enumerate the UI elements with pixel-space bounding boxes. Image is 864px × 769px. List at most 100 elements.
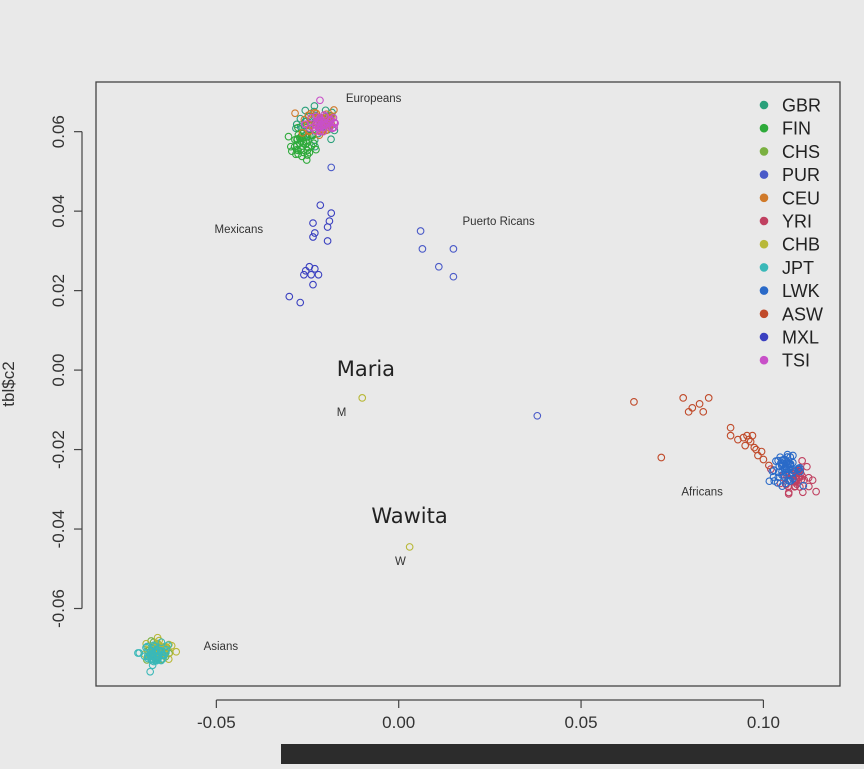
point-asw (657, 453, 666, 462)
point-fin (284, 132, 293, 141)
point-mxl (301, 266, 310, 275)
legend-label-fin: FIN (782, 119, 811, 139)
legend-label-tsi: TSI (782, 351, 810, 371)
y-tick-label: -0.04 (49, 510, 68, 549)
x-axis: -0.05 0.00 0.05 0.10 (197, 699, 780, 732)
legend-marker-jpt (759, 263, 769, 272)
annotation-mexicans: Mexicans (215, 224, 264, 236)
point-pur (434, 262, 443, 271)
annotation-maria: Maria (337, 357, 395, 381)
y-tick-label: -0.06 (49, 589, 68, 628)
point-lwk (785, 477, 794, 486)
legend-label-ceu: CEU (782, 188, 820, 208)
point-mxl (316, 201, 325, 210)
point-mxl (309, 233, 317, 241)
annotation-w: W (395, 556, 406, 568)
point-fin (303, 151, 312, 159)
point-lwk (765, 477, 774, 486)
legend-label-chs: CHS (782, 142, 820, 162)
point-asw (684, 407, 693, 416)
point-yri (808, 476, 817, 485)
point-yri (805, 482, 813, 491)
series-lwk (765, 450, 808, 491)
point-yri (790, 482, 799, 491)
legend-label-mxl: MXL (782, 328, 819, 348)
point-jpt (164, 641, 172, 650)
y-axis-label: tbl$c2 (0, 361, 18, 406)
annotation-m: M (337, 407, 347, 419)
legend-label-jpt: JPT (782, 258, 814, 278)
series-tsi (300, 96, 339, 136)
point-lwk (795, 464, 804, 472)
legend-label-gbr: GBR (782, 96, 821, 116)
point-mxl (310, 229, 319, 237)
legend-label-chb: CHB (782, 235, 820, 255)
point-chb (172, 647, 181, 656)
point-asw (726, 431, 735, 440)
point-tsi (312, 112, 320, 121)
point-gbr (327, 135, 335, 144)
point-gbr (292, 120, 301, 129)
point-yri (798, 488, 807, 497)
annotation-asians: Asians (204, 641, 239, 653)
point-tsi (307, 113, 316, 122)
point-lwk (770, 477, 779, 485)
point-asw (765, 461, 773, 470)
legend-marker-yri (759, 216, 769, 226)
point-jpt (142, 643, 150, 652)
point-jpt (147, 651, 156, 660)
y-tick-label: -0.02 (49, 430, 68, 469)
point-fin (286, 142, 295, 151)
point-mxl (309, 280, 317, 289)
point-chb (164, 655, 173, 664)
legend-marker-chs (759, 147, 769, 156)
point-asw (752, 445, 760, 454)
point-chb (358, 394, 367, 402)
point-gbr (296, 114, 305, 123)
point-tsi (328, 124, 337, 132)
point-pur (327, 163, 336, 172)
point-pur (449, 245, 458, 253)
point-lwk (768, 467, 777, 476)
point-asw (726, 423, 735, 432)
point-pur (449, 272, 458, 281)
y-tick-label: 0.02 (49, 274, 68, 307)
point-lwk (778, 456, 787, 465)
point-lwk (769, 473, 778, 481)
video-bottom-bar (281, 744, 864, 764)
point-lwk (790, 467, 798, 476)
legend-label-lwk: LWK (782, 281, 820, 301)
series-fin (284, 123, 320, 164)
legend-marker-lwk (759, 286, 769, 295)
point-mxl (285, 292, 294, 301)
series-chb (140, 394, 414, 664)
point-asw (743, 431, 751, 440)
point-pur (533, 411, 542, 420)
point-asw (688, 403, 697, 412)
point-asw (746, 437, 755, 446)
point-chb (405, 543, 414, 551)
point-mxl (309, 219, 317, 227)
point-tsi (330, 118, 339, 127)
point-fin (312, 145, 320, 154)
point-tsi (316, 123, 325, 132)
point-lwk (788, 458, 797, 467)
x-tick-label: 0.00 (382, 713, 415, 732)
series-jpt (134, 638, 172, 676)
point-lwk (778, 471, 786, 479)
point-fin (290, 142, 299, 151)
point-tsi (316, 114, 324, 122)
point-asw (750, 443, 759, 452)
point-asw (741, 441, 750, 450)
point-yri (784, 490, 793, 498)
annotation-puerto-ricans: Puerto Ricans (463, 216, 535, 228)
point-mxl (323, 237, 332, 245)
x-tick-label: 0.05 (565, 713, 598, 732)
point-asw (695, 400, 704, 408)
point-pur (418, 245, 427, 253)
point-mxl (296, 298, 305, 307)
series-asw (630, 394, 773, 470)
point-asw (759, 455, 768, 464)
